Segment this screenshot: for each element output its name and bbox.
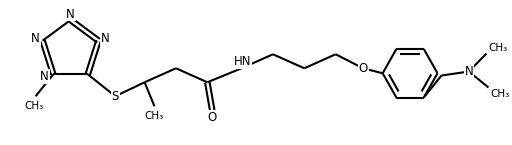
Text: CH₃: CH₃ bbox=[488, 42, 508, 52]
Text: O: O bbox=[358, 62, 368, 75]
Text: N: N bbox=[464, 65, 473, 78]
Text: S: S bbox=[112, 90, 119, 103]
Text: CH₃: CH₃ bbox=[490, 88, 509, 98]
Text: N: N bbox=[31, 32, 40, 45]
Text: N: N bbox=[101, 32, 110, 45]
Text: N: N bbox=[40, 70, 49, 83]
Text: CH₃: CH₃ bbox=[145, 111, 164, 121]
Text: HN: HN bbox=[234, 55, 251, 68]
Text: N: N bbox=[66, 8, 75, 20]
Text: O: O bbox=[207, 111, 217, 124]
Text: CH₃: CH₃ bbox=[24, 101, 44, 111]
